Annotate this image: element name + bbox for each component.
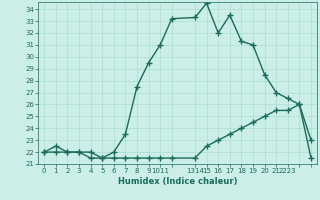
X-axis label: Humidex (Indice chaleur): Humidex (Indice chaleur) [118, 177, 237, 186]
